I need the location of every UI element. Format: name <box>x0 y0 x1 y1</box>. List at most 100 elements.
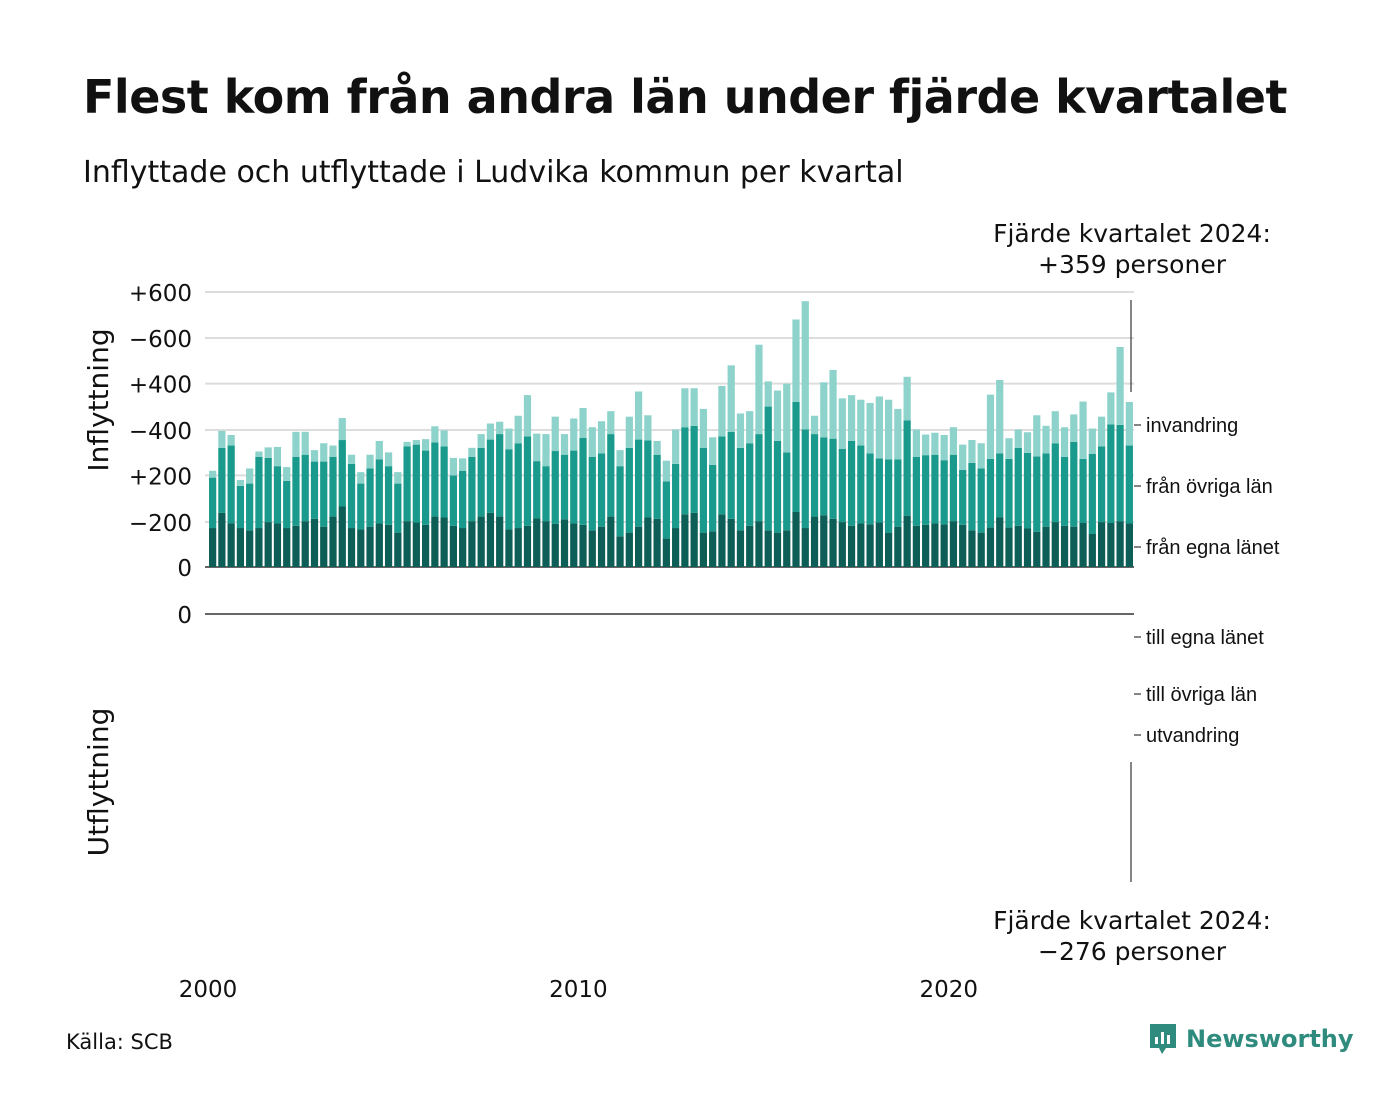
bar-segment <box>875 522 883 567</box>
bar-segment <box>1005 527 1013 567</box>
bar-segment <box>949 427 958 455</box>
bar-segment <box>394 483 402 533</box>
bar-segment <box>709 464 717 532</box>
bar-segment <box>560 519 569 567</box>
bar-segment <box>1125 445 1133 524</box>
bar-segment <box>625 532 633 567</box>
bar-segment <box>634 439 643 527</box>
bar-segment <box>773 390 782 441</box>
bar-segment <box>625 447 633 533</box>
bar-segment <box>505 529 513 567</box>
xticks: 2000 2010 2020 <box>179 977 978 1003</box>
bar-segment <box>255 457 263 529</box>
bar-segment <box>857 445 865 524</box>
bar-segment <box>431 442 439 517</box>
series-label: utvandring <box>1146 725 1239 747</box>
bar-segment <box>523 395 532 437</box>
bar-segment <box>847 395 856 441</box>
bar-segment <box>421 439 430 451</box>
bar-segment <box>986 458 995 528</box>
bar-segment <box>477 516 485 567</box>
bar-segment <box>764 381 772 407</box>
bar-segment <box>681 388 689 428</box>
bar-segment <box>209 470 217 478</box>
brand-name: Newsworthy <box>1186 1025 1354 1053</box>
bar-segment <box>310 450 319 462</box>
bar-segment <box>283 480 291 529</box>
bar-segment <box>1097 446 1106 523</box>
bar-segment <box>820 382 828 438</box>
bar-segment <box>690 425 698 513</box>
bar-segment <box>912 525 921 567</box>
bar-segment <box>672 528 680 567</box>
bar-segment <box>838 448 846 523</box>
bar-segment <box>310 518 319 567</box>
bar-segment <box>570 418 578 451</box>
bar-segment <box>496 434 504 517</box>
bar-segment <box>246 483 254 531</box>
bar-segment <box>264 457 272 523</box>
bar-segment <box>1107 523 1115 567</box>
bar-segment <box>366 454 374 469</box>
bar-segment <box>653 440 661 455</box>
bar-segment <box>884 399 893 460</box>
bar-segment <box>486 423 495 440</box>
bar-segment <box>986 527 995 567</box>
bar-segment <box>662 460 670 482</box>
bar-segment <box>533 433 541 462</box>
bar-segment <box>477 434 485 448</box>
bar-segment <box>1088 534 1096 567</box>
ytick-label: +200 <box>129 464 192 490</box>
bar-segment <box>727 518 735 567</box>
bar-segment <box>366 526 374 567</box>
bar-segment <box>273 446 282 467</box>
bar-segment <box>690 512 698 567</box>
bar-segment <box>755 434 763 522</box>
xtick-label: 2000 <box>179 977 238 1003</box>
bar-segment <box>403 441 411 447</box>
bar-segment <box>773 440 782 533</box>
bar-segment <box>922 434 930 456</box>
bar-segment <box>357 472 365 484</box>
bar-segment <box>996 517 1004 567</box>
bar-segment <box>1033 456 1041 532</box>
bar-segment <box>662 538 670 567</box>
bar-segment <box>440 517 448 567</box>
bar-segment <box>357 483 365 530</box>
bar-segment <box>236 528 245 567</box>
bar-segment <box>903 515 911 567</box>
bar-segment <box>764 530 772 567</box>
bar-segment <box>1070 441 1078 527</box>
bar-segment <box>505 428 513 450</box>
bar-segment <box>931 523 939 567</box>
bar-segment <box>616 466 624 537</box>
bar-segment <box>375 523 383 567</box>
bar-segment <box>1079 458 1087 523</box>
bar-segment <box>496 421 504 435</box>
ytick-label: −200 <box>129 511 192 537</box>
annotation-top-line2: +359 personer <box>1038 250 1227 279</box>
bar-segment <box>792 319 800 402</box>
bar-segment <box>884 532 893 567</box>
bar-segment <box>486 439 495 513</box>
bar-segment <box>505 449 513 530</box>
bar-segment <box>810 516 819 567</box>
bar-segment <box>653 518 661 567</box>
bar-segment <box>301 431 309 455</box>
bar-segment <box>746 525 754 567</box>
bar-segment <box>1051 411 1059 444</box>
bar-segment <box>634 526 643 567</box>
bar-segment <box>1116 347 1124 425</box>
bar-segment <box>227 523 235 567</box>
bar-segment <box>866 524 874 567</box>
bar-segment <box>625 416 633 448</box>
bar-segment <box>1097 522 1106 567</box>
bar-segment <box>218 512 226 567</box>
bar-segment <box>421 450 430 525</box>
bar-segment <box>847 525 856 567</box>
bar-segment <box>875 458 883 523</box>
bar-segment <box>236 479 245 486</box>
bar-segment <box>1116 424 1124 522</box>
bar-segment <box>996 380 1004 454</box>
bar-segment <box>959 444 967 470</box>
